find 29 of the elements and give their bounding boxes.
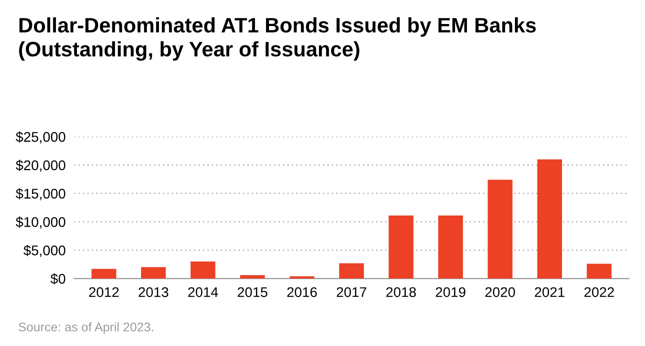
bar <box>438 216 463 279</box>
x-tick-label: 2014 <box>188 287 218 298</box>
bar <box>488 180 512 279</box>
x-tick-label: 2020 <box>485 287 516 298</box>
bar <box>388 216 414 279</box>
x-tick-label: 2019 <box>436 287 466 298</box>
bar <box>92 268 116 279</box>
x-tick-label: 2018 <box>386 287 416 298</box>
x-tick-label: 2022 <box>584 287 614 298</box>
x-tick-label: 2012 <box>89 287 119 298</box>
bar <box>240 275 265 279</box>
chart-title: Dollar-Denominated AT1 Bonds Issued by EM Banks (Outstanding, by Year of Issuance) <box>19 17 536 61</box>
bar <box>141 267 166 279</box>
bar <box>339 263 364 279</box>
y-tick-label: $25,000 <box>16 131 66 144</box>
y-tick-label: $15,000 <box>16 188 66 200</box>
source-note: Source: as of April 2023. <box>18 322 154 334</box>
y-tick-label: $10,000 <box>16 216 66 229</box>
x-tick-label: 2016 <box>287 287 317 298</box>
x-tick-label: 2013 <box>138 287 168 298</box>
x-tick-label: 2017 <box>336 287 366 298</box>
x-tick-label: 2021 <box>534 287 564 298</box>
y-tick-label: $5,000 <box>24 244 66 257</box>
bar <box>537 159 562 279</box>
bar <box>586 264 612 279</box>
y-tick-label: $20,000 <box>16 160 66 172</box>
x-tick-label: 2015 <box>238 287 268 298</box>
y-tick-label: $0 <box>50 273 66 285</box>
bar <box>190 262 216 279</box>
